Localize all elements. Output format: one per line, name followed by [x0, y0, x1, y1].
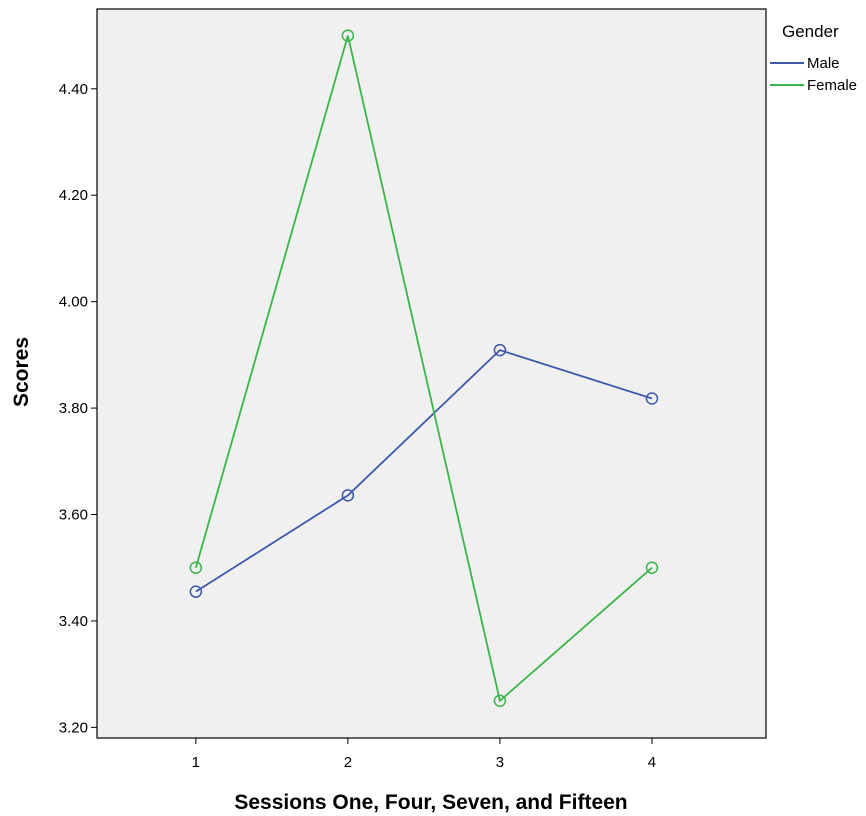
x-tick-label: 4	[648, 754, 656, 771]
y-tick-label: 3.20	[59, 719, 88, 736]
x-axis-title: Sessions One, Four, Seven, and Fifteen	[234, 791, 627, 814]
x-tick-label: 3	[496, 754, 504, 771]
legend: Gender Male Female	[770, 22, 857, 94]
y-tick-label: 4.40	[59, 81, 88, 98]
legend-title: Gender	[782, 22, 839, 41]
x-axis: 1 2 3 4	[192, 738, 656, 771]
data-point-male	[645, 392, 659, 405]
y-axis: 3.20 3.40 3.60 3.80 4.00 4.20 4.40	[59, 81, 97, 736]
y-tick-label: 4.00	[59, 294, 88, 311]
series-line-male	[195, 349, 653, 593]
data-point-female	[189, 561, 203, 574]
data-point-female	[493, 694, 507, 708]
data-point-female	[341, 29, 355, 42]
x-tick-label: 2	[344, 754, 352, 771]
legend-label-female: Female	[807, 77, 857, 94]
y-tick-label: 3.60	[59, 507, 88, 524]
data-point-male	[341, 489, 355, 502]
y-axis-title: Scores	[10, 337, 33, 407]
y-tick-label: 3.80	[59, 400, 88, 417]
data-point-female	[645, 561, 659, 574]
series-line-female	[194, 35, 653, 703]
data-point-male	[493, 343, 507, 357]
y-tick-label: 4.20	[59, 187, 88, 204]
x-tick-label: 1	[192, 754, 200, 771]
series-layer	[189, 29, 659, 708]
data-point-male	[189, 585, 203, 598]
y-tick-label: 3.40	[59, 613, 88, 630]
plot-area	[96, 8, 767, 739]
legend-label-male: Male	[807, 55, 840, 72]
